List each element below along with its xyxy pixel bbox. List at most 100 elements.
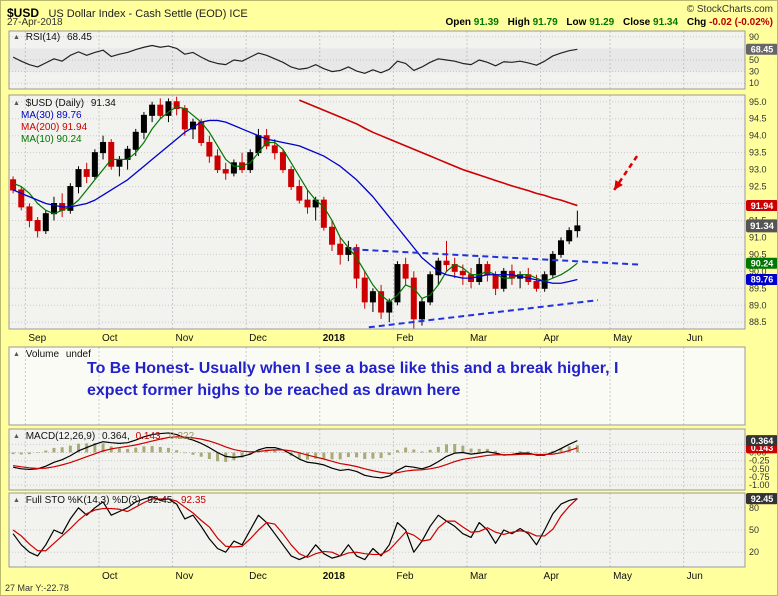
upper-base-trendline[interactable] xyxy=(352,248,639,266)
stockcharts-credit-link[interactable]: © StockCharts.com xyxy=(686,4,773,15)
low-value: 91.29 xyxy=(589,17,615,28)
month-label: Dec xyxy=(249,571,267,582)
axis-badge xyxy=(746,43,777,55)
month-label: Nov xyxy=(176,333,194,344)
axis-badge-value: 89.76 xyxy=(751,275,774,285)
axis-tick-label: 88.5 xyxy=(749,317,767,327)
price-series-name: $USD (Daily) xyxy=(25,98,85,109)
panel-collapse-icon[interactable]: ▲ xyxy=(13,34,20,41)
month-label: Dec xyxy=(249,333,267,344)
volume-name: Volume xyxy=(25,349,60,360)
ma200-legend: MA(200) 91.94 xyxy=(21,122,88,133)
month-label: Jun xyxy=(687,571,703,582)
axis-tick-label: 20 xyxy=(749,547,759,557)
panel-collapse-icon[interactable]: ▲ xyxy=(13,100,20,107)
sto-name: Full STO %K(14,3) %D(3) xyxy=(25,495,141,506)
month-label: Feb xyxy=(396,333,414,344)
annotation-text[interactable]: To Be Honest- Usually when I see a base … xyxy=(87,358,618,402)
axis-tick-label: 93.5 xyxy=(749,148,767,158)
ma10-line xyxy=(12,106,578,303)
macd-value: 0.364, xyxy=(101,431,130,442)
axis-tick-label: 94.5 xyxy=(749,114,767,124)
ma30-line xyxy=(12,119,578,284)
open-value: 91.39 xyxy=(473,17,499,28)
ma200-line xyxy=(299,99,578,207)
volume-value: undef xyxy=(65,349,91,360)
axis-tick-label: 10 xyxy=(749,78,759,88)
price-panel-label: ▲ $USD (Daily) 91.34 xyxy=(13,98,116,109)
month-axis-bottom: Oct Nov Dec 2018 Feb Mar Apr May Jun xyxy=(102,571,703,582)
chart-header-row2: 27-Apr-2018 Open 91.39 High 91.79 Low 91… xyxy=(7,17,773,29)
axis-badge xyxy=(746,435,777,447)
axis-tick-label: 50 xyxy=(749,55,759,65)
axis-tick-label: 80 xyxy=(749,503,759,513)
rsi-value: 68.45 xyxy=(66,32,92,43)
macd-panel-bg xyxy=(8,428,746,491)
axis-badge-value: 91.34 xyxy=(750,221,774,232)
chart-title: US Dollar Index - Cash Settle (EOD) ICE xyxy=(48,8,248,20)
axis-tick-label: 95.0 xyxy=(749,97,767,107)
axis-tick-label: 30 xyxy=(749,67,759,77)
rsi-name: RSI(14) xyxy=(25,32,61,43)
price-panel-bg xyxy=(8,94,746,330)
macd-panel-label: ▲ MACD(12,26,9) 0.364, 0.143, 0.222 xyxy=(13,431,194,442)
axis-tick-label: -1.00 xyxy=(749,480,770,490)
axis-badge xyxy=(746,200,777,212)
month-axis-top: Sep Oct Nov Dec 2018 Feb Mar Apr May Jun xyxy=(28,333,702,344)
axis-badge xyxy=(746,219,777,233)
high-label: High xyxy=(507,17,530,28)
crosshair-readout: 27 Mar Y:-22.78 xyxy=(5,583,69,593)
month-label: Apr xyxy=(544,571,560,582)
month-label: Jun xyxy=(687,333,703,344)
rsi-panel-label: ▲ RSI(14) 68.45 xyxy=(13,32,92,43)
axis-badge-value: 0.143 xyxy=(751,443,774,453)
month-label: Oct xyxy=(102,333,118,344)
axis-tick-label: 90.0 xyxy=(749,266,767,276)
month-label: Sep xyxy=(28,333,46,344)
ma10-legend: MA(10) 90.24 xyxy=(21,134,82,145)
stoch-d-line xyxy=(12,498,578,558)
panel-collapse-icon[interactable]: ▲ xyxy=(13,433,20,440)
month-label: Mar xyxy=(470,333,488,344)
macd-name: MACD(12,26,9) xyxy=(25,431,96,442)
axis-tick-label: 93.0 xyxy=(749,165,767,175)
axis-tick-label: 92.5 xyxy=(749,182,767,192)
ticker-symbol: $USD xyxy=(7,6,40,20)
annotation-line1: To Be Honest- Usually when I see a base … xyxy=(87,360,619,377)
month-label: Feb xyxy=(396,571,414,582)
sto-d-value: 92.35 xyxy=(180,495,206,506)
annotation-line2: expect former highs to be reached as dra… xyxy=(87,382,461,399)
breakout-arrow[interactable] xyxy=(613,155,639,191)
chart-date: 27-Apr-2018 xyxy=(7,17,63,28)
month-label: 2018 xyxy=(323,333,346,344)
month-label: Apr xyxy=(544,333,560,344)
sto-k-value: 92.45, xyxy=(147,495,176,506)
lower-base-trendline[interactable] xyxy=(368,299,598,329)
month-label: Nov xyxy=(176,571,194,582)
axis-badge-value: 0.364 xyxy=(751,436,774,446)
close-value: 91.34 xyxy=(653,17,679,28)
macd-line xyxy=(12,432,578,479)
axis-tick-label: 91.0 xyxy=(749,232,767,242)
axis-tick-label: 90.5 xyxy=(749,249,767,259)
axis-tick-label: 89.0 xyxy=(749,300,767,310)
volume-panel-label: ▲ Volume undef xyxy=(13,349,91,360)
axis-tick-label: 89.5 xyxy=(749,283,767,293)
ma30-legend: MA(30) 89.76 xyxy=(21,110,82,121)
panel-collapse-icon[interactable]: ▲ xyxy=(13,351,20,358)
axis-badge xyxy=(746,257,777,269)
close-label: Close xyxy=(623,17,651,28)
low-label: Low xyxy=(566,17,587,28)
axis-badge-value: 90.24 xyxy=(751,258,774,268)
month-label: Mar xyxy=(470,571,488,582)
axis-tick-label: 50 xyxy=(749,525,759,535)
axis-tick-label: 94.0 xyxy=(749,131,767,141)
axis-badge xyxy=(746,493,777,505)
axis-tick-label: -0.75 xyxy=(749,472,770,482)
rsi-panel-bg xyxy=(8,30,746,90)
month-label: Oct xyxy=(102,571,118,582)
axis-badge xyxy=(746,273,777,285)
panel-collapse-icon[interactable]: ▲ xyxy=(13,497,20,504)
